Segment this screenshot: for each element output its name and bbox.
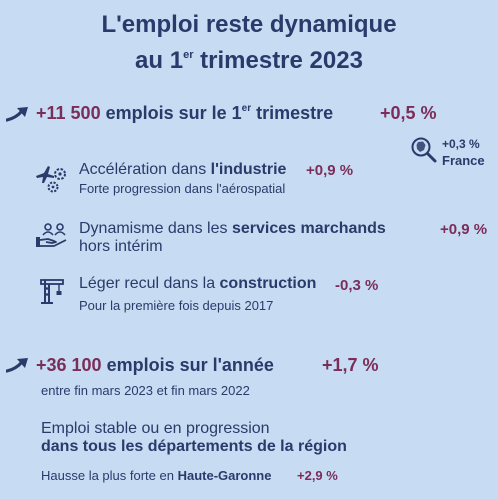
sector-construction-pct: -0,3 %	[335, 277, 379, 294]
sector-industry-title: Accélération dans l'industrie	[79, 161, 286, 179]
regions-highest-text: Hausse la plus forte en	[41, 468, 178, 483]
services-icon	[34, 222, 70, 250]
year-label: emplois sur l'année	[101, 355, 274, 375]
year-pct: +1,7 %	[322, 355, 379, 375]
year-period: entre fin mars 2023 et fin mars 2022	[41, 383, 250, 398]
quarter-value: +11 500	[36, 103, 101, 123]
regions-highest-dept: Haute-Garonne	[177, 468, 272, 483]
sector-services-line2: hors intérim	[79, 238, 163, 255]
sector-industry-detail: Forte progression dans l'aérospatial	[79, 181, 286, 196]
sector-services-name: services marchands	[231, 220, 386, 237]
sector-industry-pct: +0,9 %	[306, 162, 354, 179]
page-title: L'emploi reste dynamique au 1er trimestr…	[0, 10, 498, 76]
regions-line-1: Emploi stable ou en progression	[41, 420, 270, 437]
sector-construction-text: Léger recul dans la	[79, 275, 220, 292]
sector-construction-name: construction	[219, 275, 317, 292]
construction-crane-icon	[38, 277, 66, 305]
sector-industry-name: l'industrie	[210, 161, 287, 178]
france-magnifier-icon	[410, 136, 438, 164]
sector-services-text: Dynamisme dans les	[79, 220, 232, 237]
year-headline: +36 100 emplois sur l'année	[36, 355, 274, 376]
sector-services-title: Dynamisme dans les services marchands	[79, 220, 386, 238]
year-value: +36 100	[36, 355, 102, 375]
sector-construction-title: Léger recul dans la construction	[79, 275, 316, 293]
france-pct: +0,3 %	[442, 137, 480, 151]
title-line-2-end: trimestre 2023	[193, 47, 363, 74]
trend-up-arrow-icon-2	[6, 357, 30, 373]
title-line-1: L'emploi reste dynamique	[101, 11, 397, 38]
sector-services-pct: +0,9 %	[440, 221, 488, 238]
trend-up-arrow-icon	[6, 106, 30, 122]
title-superscript: er	[183, 49, 194, 61]
sector-construction-detail: Pour la première fois depuis 2017	[79, 298, 274, 313]
title-line-2-start: au 1	[135, 47, 184, 74]
quarter-superscript: er	[241, 103, 252, 114]
sector-industry-text: Accélération dans	[79, 161, 211, 178]
france-label: France	[442, 153, 485, 168]
regions-highest-pct: +2,9 %	[297, 468, 338, 483]
regions-line-2: dans tous les départements de la région	[41, 438, 347, 455]
industry-icon	[34, 164, 70, 194]
quarter-pct: +0,5 %	[380, 103, 437, 123]
quarter-label-end: trimestre	[251, 103, 334, 123]
quarter-label-start: emplois sur le 1	[100, 103, 242, 123]
regions-highest: Hausse la plus forte en Haute-Garonne	[41, 468, 271, 483]
quarter-headline: +11 500 emplois sur le 1er trimestre	[36, 103, 333, 124]
title-line-2: au 1er trimestre 2023	[0, 40, 498, 76]
